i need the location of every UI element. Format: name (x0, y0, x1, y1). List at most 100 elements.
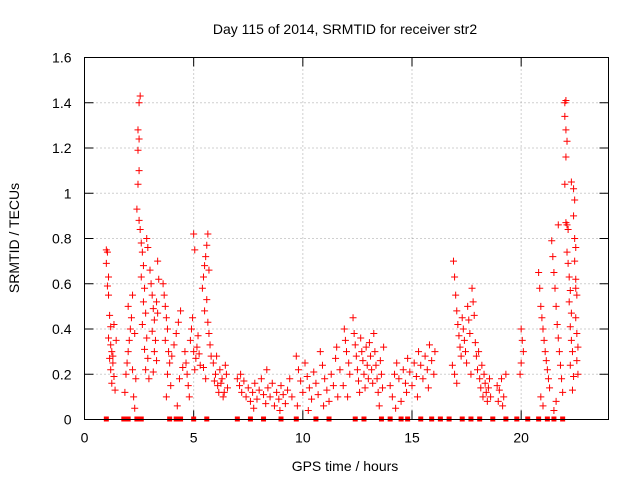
data-point (165, 348, 173, 356)
data-point (465, 316, 473, 324)
data-point (370, 330, 378, 338)
data-point (142, 309, 150, 317)
data-point (212, 370, 219, 378)
data-point (456, 343, 464, 351)
data-point (367, 352, 375, 360)
data-point (363, 361, 371, 369)
data-point (332, 354, 340, 362)
data-point (415, 348, 423, 356)
data-point (144, 244, 152, 252)
data-point (549, 253, 557, 261)
data-point (103, 248, 111, 256)
data-point (375, 402, 383, 410)
data-point (346, 370, 354, 378)
y-tick-label: 1.6 (52, 50, 72, 66)
data-point (250, 404, 258, 412)
data-point (182, 359, 190, 367)
data-point (361, 384, 369, 392)
data-point (124, 302, 132, 310)
data-point (110, 373, 118, 381)
data-point (369, 379, 377, 387)
data-point (213, 352, 221, 360)
data-points (102, 92, 582, 414)
data-point (305, 384, 313, 392)
data-point (110, 320, 118, 328)
data-point (131, 330, 139, 338)
data-point (167, 382, 175, 390)
data-point (219, 393, 227, 401)
data-point (571, 235, 579, 242)
data-point (138, 320, 146, 328)
data-point (240, 377, 248, 385)
data-point (455, 332, 463, 340)
data-point (336, 366, 344, 374)
y-tick-label: 0.4 (52, 321, 72, 337)
data-point (257, 375, 265, 383)
data-point (364, 375, 372, 383)
data-point (185, 393, 193, 401)
data-point (262, 400, 270, 408)
data-point (189, 314, 197, 322)
data-point (109, 352, 117, 360)
y-tick-label: 0.8 (52, 231, 72, 247)
data-point (139, 262, 147, 270)
data-point (368, 366, 376, 374)
data-point (141, 345, 149, 353)
data-point (316, 348, 324, 356)
data-point (201, 307, 209, 315)
data-point (537, 393, 545, 401)
data-point (371, 348, 379, 356)
data-point (566, 323, 574, 331)
data-point (339, 382, 347, 390)
data-point (412, 373, 420, 381)
data-point (175, 375, 183, 383)
data-point (297, 377, 305, 385)
data-point (163, 325, 171, 333)
data-point (476, 375, 484, 383)
data-point (132, 375, 140, 383)
data-point (419, 375, 427, 383)
data-point (360, 370, 368, 378)
y-tick-label: 1 (64, 185, 72, 201)
data-point (160, 291, 168, 299)
data-point (161, 302, 169, 310)
data-point (233, 375, 241, 383)
data-point (386, 382, 394, 390)
data-point (218, 375, 226, 383)
data-point (564, 225, 572, 233)
data-point (552, 397, 560, 405)
data-point (570, 373, 578, 381)
data-point (555, 348, 563, 356)
data-point (144, 354, 152, 362)
data-point (123, 359, 131, 367)
data-point (494, 397, 502, 405)
data-point (155, 275, 163, 283)
data-point (535, 268, 543, 276)
data-point (199, 273, 207, 281)
data-point (294, 366, 302, 374)
data-point (318, 361, 326, 369)
data-point (277, 382, 285, 390)
data-point (498, 375, 506, 383)
data-point (374, 388, 382, 396)
data-point (453, 379, 461, 387)
data-point (288, 393, 296, 401)
x-tick-label: 15 (404, 430, 420, 446)
data-point (358, 348, 366, 356)
data-point (516, 370, 524, 378)
data-point (540, 336, 548, 344)
data-point (464, 302, 472, 310)
data-point (408, 382, 416, 390)
data-point (554, 334, 562, 342)
data-point (461, 348, 469, 356)
data-point (392, 404, 400, 412)
data-point (570, 212, 578, 220)
y-tick-label: 0.6 (52, 276, 72, 292)
data-point (204, 318, 212, 326)
data-point (137, 239, 145, 247)
data-point (574, 370, 582, 378)
y-tick-label: 1.4 (52, 95, 72, 111)
data-point (567, 336, 575, 344)
data-point (550, 406, 558, 414)
data-point (206, 341, 214, 349)
